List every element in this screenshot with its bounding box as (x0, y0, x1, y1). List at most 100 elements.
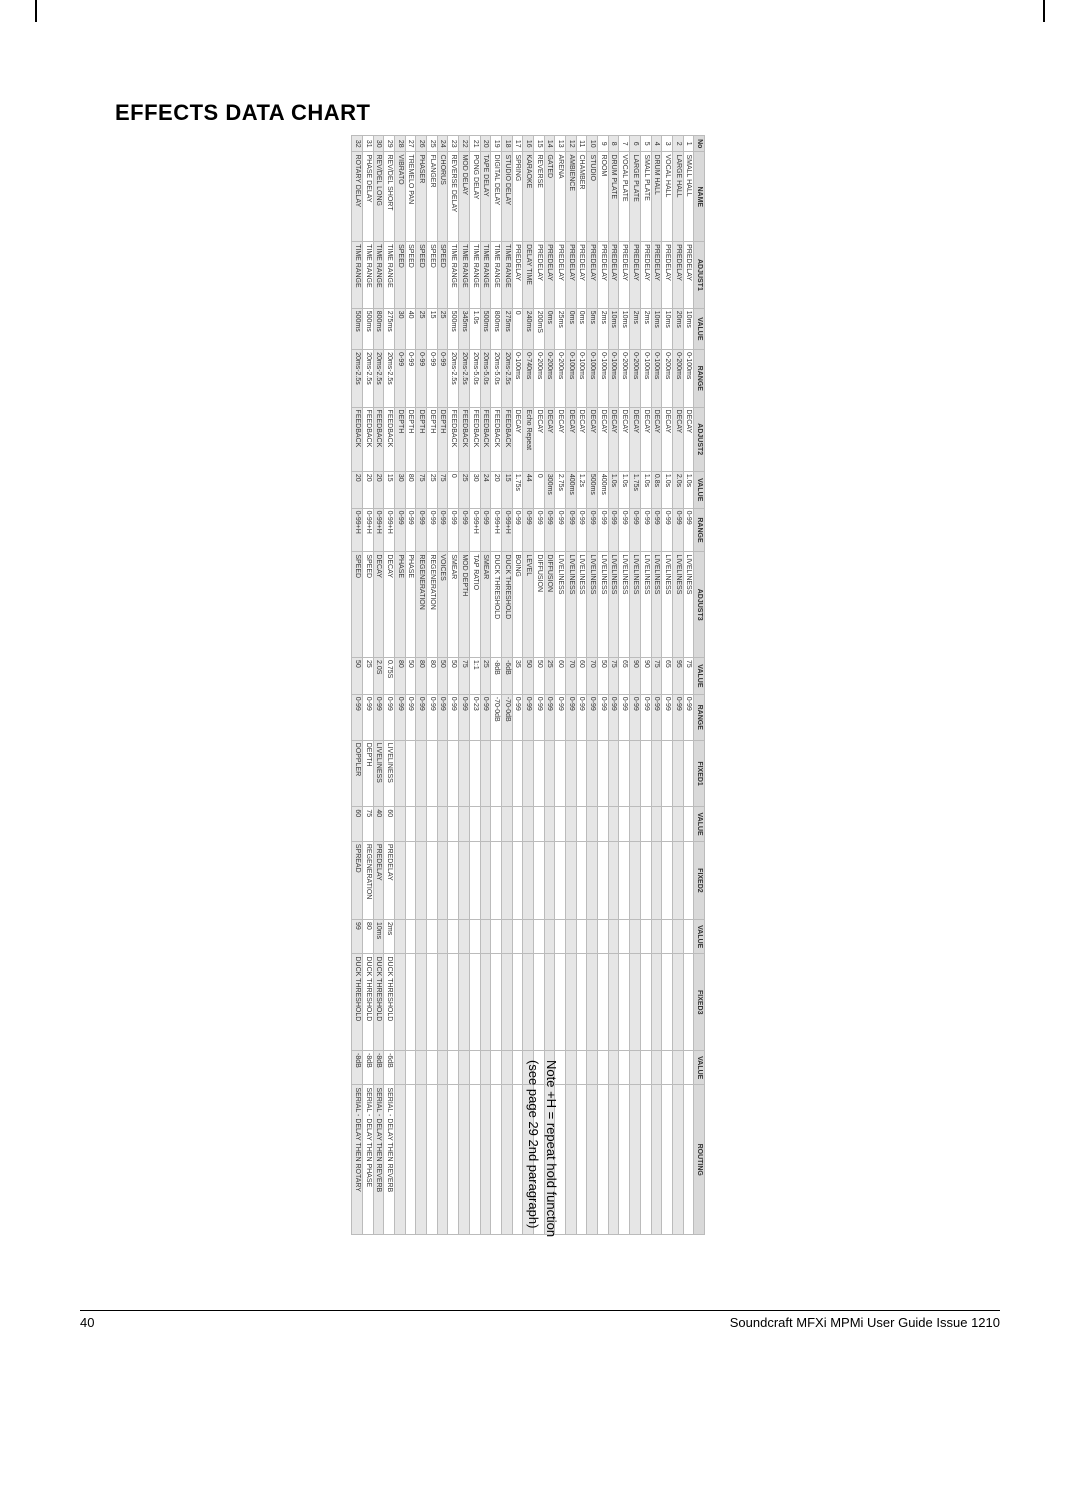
table-cell (651, 954, 662, 1051)
table-cell: LIVELINESS (373, 740, 384, 807)
table-cell (427, 740, 438, 807)
table-cell (619, 1085, 630, 1235)
table-cell: TIME RANGE (491, 242, 502, 309)
table-cell: VIBRATO (395, 152, 406, 242)
table-cell: 0-99 (672, 508, 683, 552)
table-cell (662, 841, 673, 919)
table-cell (512, 1085, 523, 1235)
table-row: 4DRUM HALLPREDELAY10ms0-100msDECAY0.8s0-… (651, 136, 662, 1235)
table-cell: 15 (384, 471, 395, 508)
table-cell: DRUM HALL (651, 152, 662, 242)
table-cell (416, 740, 427, 807)
table-cell: PREDELAY (640, 242, 651, 309)
table-cell (576, 841, 587, 919)
table-cell: 0-99 (437, 508, 448, 552)
table-row: 32ROTARY DELAYTIME RANGE500ms20ms-2.5sFE… (352, 136, 363, 1235)
table-cell (630, 954, 641, 1051)
table-cell: 0-99 (630, 508, 641, 552)
table-cell (576, 1085, 587, 1235)
table-cell: -70-0dB (501, 694, 512, 740)
table-cell: 1.0s (469, 308, 480, 349)
table-cell: 14 (544, 136, 555, 152)
table-cell: PREDELAY (587, 242, 598, 309)
table-cell: DIGITAL DELAY (491, 152, 502, 242)
col-header: RANGE (694, 694, 705, 740)
table-cell: 65 (619, 658, 630, 695)
table-cell: FEEDBACK (501, 407, 512, 471)
table-cell: REGENERATION (363, 841, 374, 919)
table-cell (662, 920, 673, 954)
table-cell: 0-99 (619, 694, 630, 740)
table-cell: CHAMBER (576, 152, 587, 242)
table-cell (491, 841, 502, 919)
table-cell (630, 841, 641, 919)
table-cell (619, 920, 630, 954)
table-cell: 20ms-2.5s (459, 350, 470, 407)
table-cell: 0-100ms (598, 350, 609, 407)
table-cell (544, 920, 555, 954)
table-cell (651, 1085, 662, 1235)
table-cell: 18 (501, 136, 512, 152)
table-cell (469, 954, 480, 1051)
table-cell: SPEED (395, 242, 406, 309)
table-cell: DECAY (373, 552, 384, 658)
table-cell: 60 (555, 658, 566, 695)
table-cell: DECAY (619, 407, 630, 471)
table-cell (405, 740, 416, 807)
table-cell: 2.0S (373, 658, 384, 695)
table-cell (640, 920, 651, 954)
table-cell (405, 841, 416, 919)
table-row: 31PHASE DELAYTIME RANGE500ms20ms-2.5sFEE… (363, 136, 374, 1235)
table-cell (512, 1050, 523, 1084)
table-cell: 275ms (501, 308, 512, 349)
table-cell: DECAY (608, 407, 619, 471)
table-cell: FEEDBACK (363, 407, 374, 471)
table-cell (491, 954, 502, 1051)
table-cell: 0-99 (534, 508, 545, 552)
table-cell: PREDELAY (608, 242, 619, 309)
table-cell (395, 920, 406, 954)
table-row: 10STUDIOPREDELAY5ms0-100msDECAY500ms0-99… (587, 136, 598, 1235)
table-cell: 25 (416, 308, 427, 349)
table-cell: PREDELAY (555, 242, 566, 309)
table-row: 6LARGE PLATEPREDELAY2ms0-200msDECAY1.75s… (630, 136, 641, 1235)
col-header: ADJUST3 (694, 552, 705, 658)
table-cell: 75 (416, 471, 427, 508)
table-cell: 0-99+H (384, 508, 395, 552)
table-cell (523, 740, 534, 807)
table-cell (501, 920, 512, 954)
table-cell: 2ms (384, 920, 395, 954)
table-cell: 2.75s (555, 471, 566, 508)
table-cell: DEPTH (427, 407, 438, 471)
table-cell (469, 1085, 480, 1235)
table-cell: 2ms (598, 308, 609, 349)
table-cell: 6 (630, 136, 641, 152)
table-cell (512, 841, 523, 919)
table-cell: 0-100ms (512, 350, 523, 407)
table-cell: 25 (427, 136, 438, 152)
table-cell (544, 807, 555, 841)
table-cell (683, 954, 694, 1051)
table-cell: 0-200ms (555, 350, 566, 407)
table-cell (555, 954, 566, 1051)
table-cell (437, 920, 448, 954)
table-cell: 4 (651, 136, 662, 152)
table-cell (630, 920, 641, 954)
table-cell (448, 807, 459, 841)
table-cell: PREDELAY (683, 242, 694, 309)
table-cell (501, 954, 512, 1051)
table-cell: 400ms (598, 471, 609, 508)
table-cell: 1.75s (512, 471, 523, 508)
table-cell (523, 841, 534, 919)
table-cell (640, 807, 651, 841)
table-cell: 500ms (587, 471, 598, 508)
table-cell: 80 (363, 920, 374, 954)
table-cell: VOCAL PLATE (619, 152, 630, 242)
table-cell: FLANGER (427, 152, 438, 242)
col-header: VALUE (694, 1050, 705, 1084)
table-cell: -6dB (384, 1050, 395, 1084)
table-cell (480, 1085, 491, 1235)
table-cell (491, 1050, 502, 1084)
table-cell: FEEDBACK (469, 407, 480, 471)
table-cell: 30 (469, 471, 480, 508)
